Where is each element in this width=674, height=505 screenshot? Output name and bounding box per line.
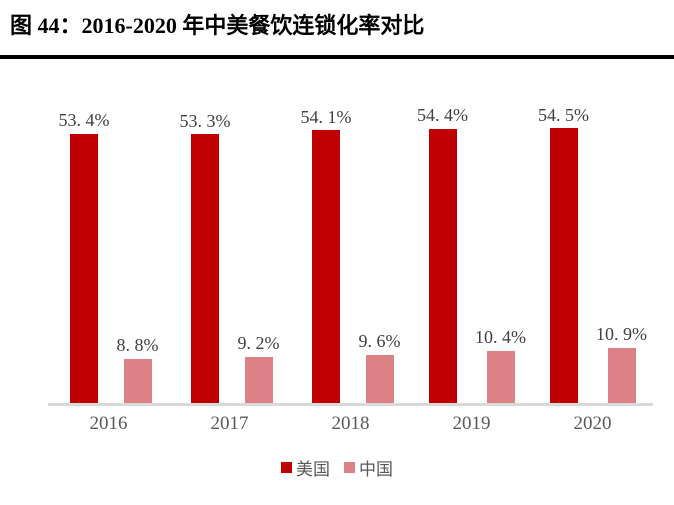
x-tick-label: 2018 [331, 413, 370, 434]
bar-value-label: 53. 4% [58, 110, 110, 131]
bar-cn [123, 358, 152, 403]
x-tick-label: 2019 [452, 413, 491, 434]
bar-column-cn-2018: 9. 6% [359, 331, 401, 403]
bar-us [191, 134, 219, 403]
chart-legend: 美国 中国 [0, 455, 674, 480]
bar-cn [486, 350, 515, 403]
legend-swatch-cn [344, 462, 355, 473]
bar-column-cn-2020: 10. 9% [596, 324, 647, 403]
x-axis-labels: 2016 2017 2018 2019 2020 [48, 413, 653, 435]
bar-value-label: 54. 4% [417, 105, 468, 126]
bar-value-label: 9. 2% [237, 332, 280, 353]
bar-column-cn-2016: 8. 8% [117, 335, 159, 403]
bar-cn [244, 356, 273, 403]
bar-cn [365, 354, 394, 403]
bar-group-2020: 54. 5% 10. 9% [532, 105, 653, 403]
legend-label-us: 美国 [296, 460, 330, 479]
bar-us [312, 130, 340, 403]
bar-value-label: 54. 1% [300, 106, 352, 127]
bar-column-us-2017: 53. 3% [180, 111, 231, 403]
bar-us [70, 133, 98, 403]
bar-value-label: 8. 8% [116, 334, 159, 355]
legend-item-cn: 中国 [344, 455, 393, 480]
bar-group-2019: 54. 4% 10. 4% [411, 105, 532, 403]
bar-value-label: 54. 5% [538, 104, 589, 125]
bar-cn [607, 348, 636, 403]
bar-value-label: 10. 9% [596, 324, 647, 345]
figure-title: 图 44：2016-2020 年中美餐饮连锁化率对比 [10, 13, 425, 38]
bar-column-cn-2019: 10. 4% [475, 327, 526, 403]
legend-item-us: 美国 [281, 455, 330, 480]
bar-value-label: 9. 6% [358, 330, 401, 351]
bar-column-us-2020: 54. 5% [538, 105, 589, 403]
bar-value-label: 53. 3% [179, 110, 231, 131]
x-axis-line [48, 403, 653, 406]
x-tick-label: 2020 [573, 413, 612, 434]
bar-group-2017: 53. 3% 9. 2% [169, 111, 290, 403]
x-tick-label: 2016 [89, 413, 128, 434]
bar-column-us-2018: 54. 1% [301, 107, 352, 403]
legend-swatch-us [281, 462, 292, 473]
plot-area: 53. 4% 8. 8% 53. 3% 9. 2% 54. 1% 9. 6% 54. 4% 1… [48, 0, 653, 403]
legend-label-cn: 中国 [359, 460, 393, 479]
bar-group-2016: 53. 4% 8. 8% [48, 110, 169, 403]
bar-group-2018: 54. 1% 9. 6% [290, 107, 411, 403]
bar-value-label: 10. 4% [475, 326, 526, 347]
bar-column-us-2019: 54. 4% [417, 105, 468, 403]
title-underline [0, 55, 674, 59]
bar-us [428, 128, 457, 403]
bar-us [549, 128, 578, 403]
bar-column-cn-2017: 9. 2% [238, 333, 280, 403]
bar-column-us-2016: 53. 4% [59, 110, 110, 403]
x-tick-label: 2017 [210, 413, 249, 434]
